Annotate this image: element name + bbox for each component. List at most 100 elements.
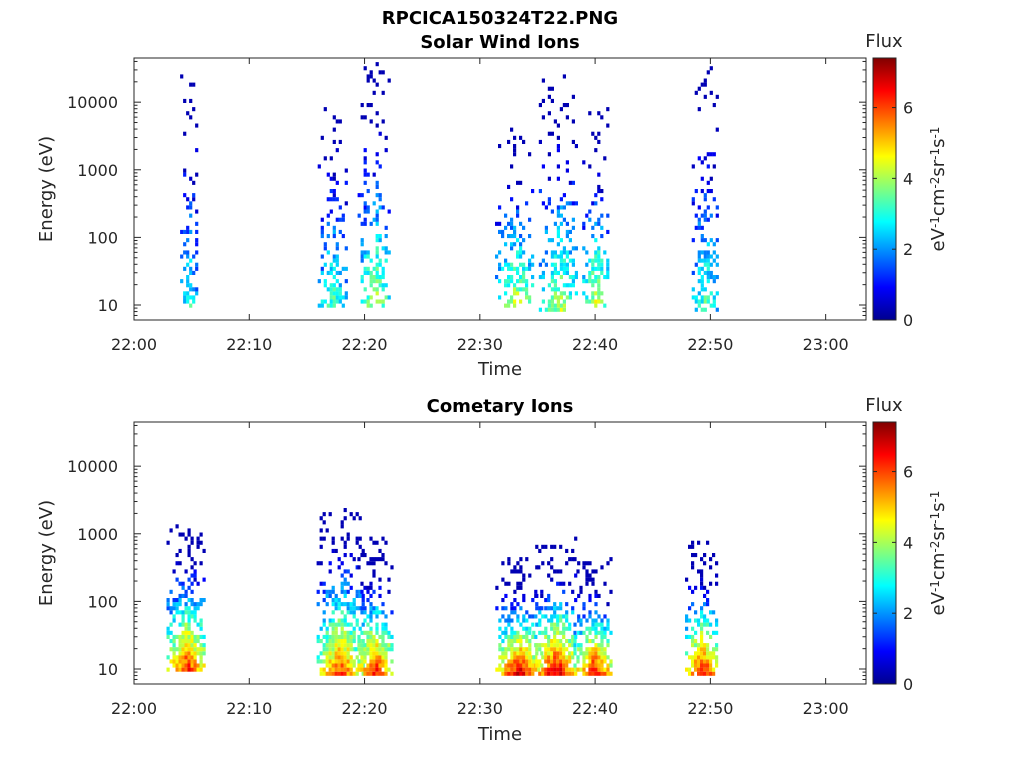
heatmap-cell [582,659,586,664]
heatmap-cell [600,213,604,218]
heatmap-cell [190,643,194,648]
heatmap-cell [183,242,187,247]
heatmap-cell [186,291,190,296]
heatmap-cell [573,647,577,652]
heatmap-cell [346,622,350,627]
heatmap-cell [352,610,356,615]
heatmap-cell [594,221,598,226]
heatmap-cell [332,176,336,181]
heatmap-cell [547,651,551,656]
heatmap-cell [550,279,554,284]
heatmap-cell [510,246,514,251]
heatmap-cell [553,630,557,635]
heatmap-cell [553,626,557,631]
heatmap-cell [196,606,200,611]
heatmap-cell [525,630,529,635]
heatmap-cell [550,307,554,312]
heatmap-cell [346,663,350,668]
heatmap-cell [706,295,710,300]
heatmap-cell [335,119,339,124]
heatmap-cell [169,610,173,615]
heatmap-cell [516,205,520,210]
heatmap-cell [606,258,610,263]
heatmap-cell [366,651,370,656]
heatmap-cell [579,643,583,648]
heatmap-cell [202,663,206,668]
heatmap-cell [193,659,197,664]
heatmap-cell [582,614,586,619]
heatmap-cell [337,602,341,607]
heatmap-cell [691,197,695,202]
heatmap-cell [562,634,566,639]
heatmap-cell [571,655,575,660]
heatmap-cell [597,275,601,280]
heatmap-cell [178,647,182,652]
heatmap-cell [325,651,329,656]
heatmap-cell [553,606,557,611]
heatmap-cell [541,544,545,549]
heatmap-cell [331,585,335,590]
heatmap-cell [703,156,707,161]
heatmap-cell [585,618,589,623]
heatmap-cell [712,647,716,652]
heatmap-cell [700,295,704,300]
heatmap-cell [540,663,544,668]
heatmap-cell [189,229,193,234]
heatmap-cell [510,299,514,304]
heatmap-cell [573,622,577,627]
heatmap-cell [568,229,572,234]
heatmap-cell [528,630,532,635]
heatmap-cell [378,643,382,648]
heatmap-cell [369,663,373,668]
heatmap-cell [338,283,342,288]
heatmap-cell [172,659,176,664]
heatmap-cell [606,270,610,275]
heatmap-cell [323,107,327,112]
heatmap-cell [547,655,551,660]
heatmap-cell [340,618,344,623]
heatmap-cell [565,270,569,275]
heatmap-cell [565,655,569,660]
heatmap-cell [184,663,188,668]
heatmap-cell [384,225,388,230]
heatmap-cell [688,671,692,676]
heatmap-cell [343,614,347,619]
heatmap-cell [603,275,607,280]
heatmap-cell [323,246,327,251]
heatmap-cell [349,634,353,639]
heatmap-cell [553,663,557,668]
heatmap-cell [516,655,520,660]
heatmap-cell [340,524,344,529]
heatmap-cell [588,577,592,582]
heatmap-cell [712,671,716,676]
heatmap-cell [706,663,710,668]
heatmap-cell [568,283,572,288]
heatmap-cell [579,667,583,672]
heatmap-cell [361,622,365,627]
heatmap-cell [331,622,335,627]
heatmap-cell [323,242,327,247]
heatmap-cell [187,634,191,639]
heatmap-cell [186,262,190,267]
heatmap-cell [166,630,170,635]
heatmap-cell [606,561,610,566]
heatmap-cell [706,189,710,194]
heatmap-cell [322,643,326,648]
heatmap-cell [340,536,344,541]
heatmap-cell [594,299,598,304]
heatmap-cell [343,618,347,623]
x-tick-label: 22:00 [111,699,157,718]
heatmap-cell [685,651,689,656]
heatmap-cell [199,663,203,668]
heatmap-cell [576,655,580,660]
heatmap-cell [332,287,336,292]
heatmap-cell [700,581,704,586]
heatmap-cell [337,667,341,672]
heatmap-cell [597,647,601,652]
heatmap-cell [369,536,373,541]
heatmap-cell [187,647,191,652]
heatmap-cell [501,655,505,660]
heatmap-cell [199,598,203,603]
heatmap-cell [553,287,557,292]
heatmap-cell [585,581,589,586]
